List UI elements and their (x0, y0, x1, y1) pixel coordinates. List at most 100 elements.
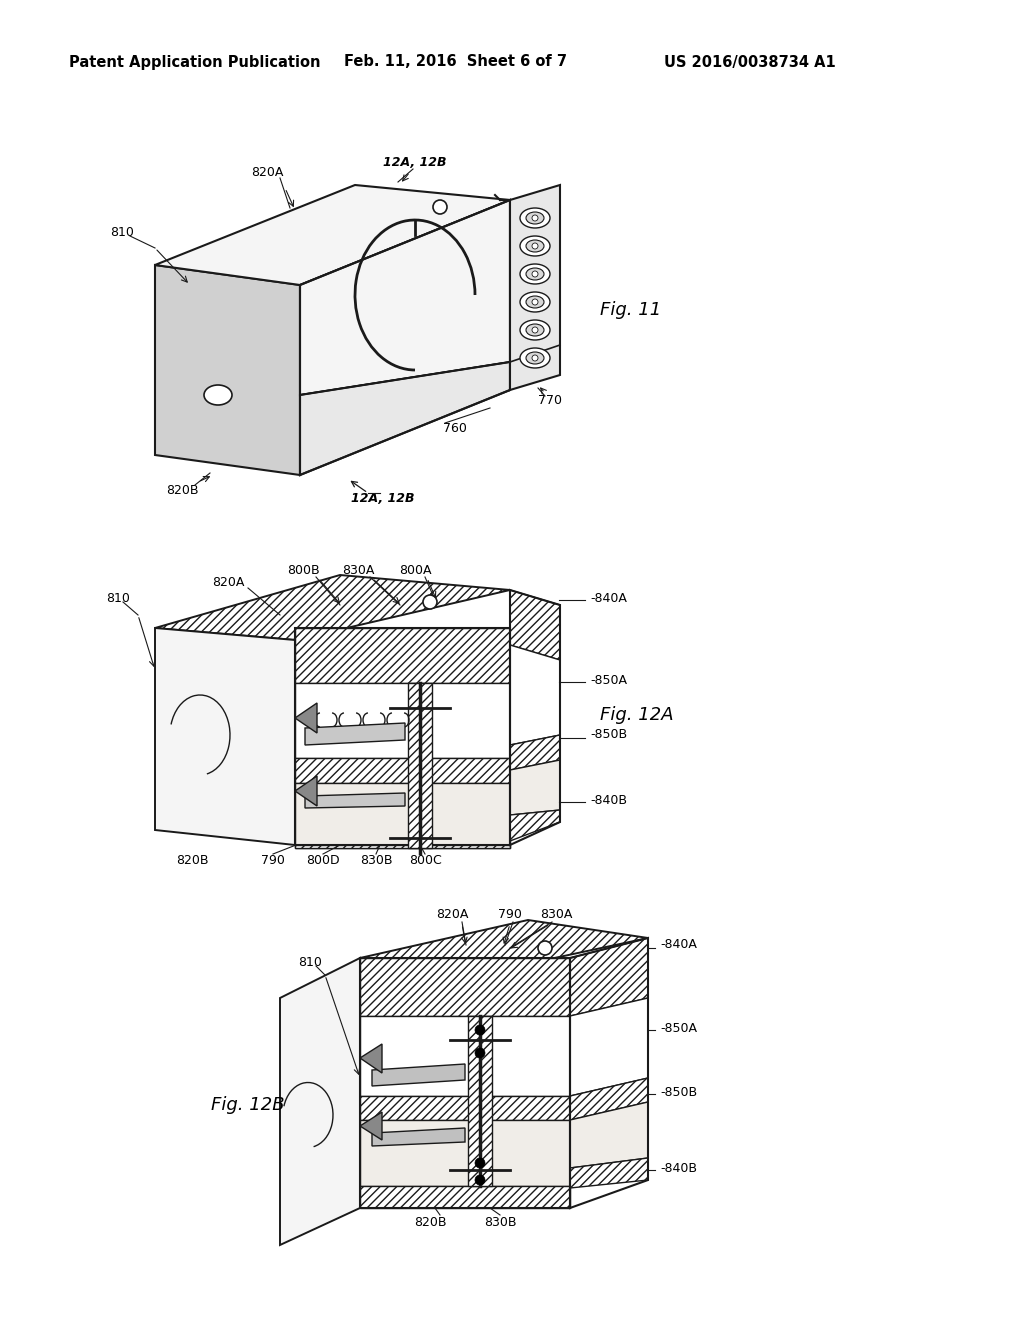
Text: 790: 790 (261, 854, 285, 866)
Polygon shape (155, 265, 300, 475)
Polygon shape (305, 793, 406, 808)
Text: 760: 760 (443, 421, 467, 434)
Polygon shape (510, 185, 560, 389)
Polygon shape (295, 845, 510, 847)
Text: 830A: 830A (342, 564, 374, 577)
Text: 800B: 800B (287, 564, 319, 577)
Circle shape (532, 300, 538, 305)
Text: 820B: 820B (414, 1216, 446, 1229)
Text: 810: 810 (110, 226, 134, 239)
Circle shape (475, 1026, 485, 1035)
Polygon shape (360, 1185, 570, 1208)
Text: 820B: 820B (166, 483, 199, 496)
Circle shape (532, 327, 538, 333)
Polygon shape (295, 776, 317, 807)
Circle shape (538, 941, 552, 954)
Text: 12A, 12B: 12A, 12B (383, 156, 446, 169)
Circle shape (532, 243, 538, 249)
Text: 810: 810 (106, 591, 130, 605)
Text: -850A: -850A (660, 1022, 697, 1035)
Text: 800C: 800C (409, 854, 441, 866)
Polygon shape (372, 1064, 465, 1086)
Polygon shape (570, 998, 648, 1096)
Ellipse shape (520, 264, 550, 284)
Text: US 2016/0038734 A1: US 2016/0038734 A1 (665, 54, 836, 70)
Polygon shape (155, 185, 510, 285)
Polygon shape (570, 1078, 648, 1119)
Ellipse shape (520, 209, 550, 228)
Circle shape (532, 355, 538, 360)
Ellipse shape (204, 385, 232, 405)
Ellipse shape (526, 268, 544, 280)
Polygon shape (305, 723, 406, 744)
Polygon shape (360, 1044, 382, 1073)
Polygon shape (570, 1102, 648, 1168)
Polygon shape (510, 645, 560, 744)
Polygon shape (360, 1096, 570, 1119)
Polygon shape (510, 760, 560, 814)
Polygon shape (300, 362, 510, 475)
Polygon shape (510, 810, 560, 841)
Polygon shape (510, 735, 560, 770)
Text: -850B: -850B (660, 1085, 697, 1098)
Text: Feb. 11, 2016  Sheet 6 of 7: Feb. 11, 2016 Sheet 6 of 7 (343, 54, 566, 70)
Text: Patent Application Publication: Patent Application Publication (70, 54, 321, 70)
Ellipse shape (526, 323, 544, 337)
Circle shape (532, 271, 538, 277)
Circle shape (423, 595, 437, 609)
Text: 800D: 800D (306, 854, 340, 866)
Polygon shape (360, 958, 570, 1016)
Text: 820A: 820A (212, 576, 244, 589)
Text: 810: 810 (298, 956, 322, 969)
Text: 770: 770 (538, 393, 562, 407)
Text: Fig. 11: Fig. 11 (600, 301, 662, 319)
Ellipse shape (520, 348, 550, 368)
Text: -840B: -840B (590, 793, 627, 807)
Polygon shape (510, 590, 560, 660)
Circle shape (475, 1158, 485, 1168)
Polygon shape (155, 576, 510, 640)
Text: -850A: -850A (590, 673, 627, 686)
Polygon shape (360, 1119, 570, 1185)
Text: 830B: 830B (483, 1216, 516, 1229)
Text: 820A: 820A (251, 165, 284, 178)
Text: 820A: 820A (436, 908, 468, 921)
Text: 820B: 820B (176, 854, 208, 866)
Polygon shape (408, 682, 432, 847)
Text: 12A, 12B: 12A, 12B (351, 491, 415, 504)
Text: 830A: 830A (540, 908, 572, 921)
Ellipse shape (526, 296, 544, 308)
Polygon shape (360, 1111, 382, 1140)
Polygon shape (360, 920, 648, 975)
Circle shape (433, 201, 447, 214)
Text: 830B: 830B (359, 854, 392, 866)
Text: 790: 790 (498, 908, 522, 921)
Ellipse shape (526, 352, 544, 364)
Polygon shape (300, 201, 510, 395)
Polygon shape (155, 628, 295, 845)
Polygon shape (295, 682, 510, 758)
Polygon shape (295, 783, 510, 847)
Text: Fig. 12B: Fig. 12B (211, 1096, 285, 1114)
Ellipse shape (526, 213, 544, 224)
Polygon shape (295, 628, 510, 682)
Text: -840A: -840A (590, 591, 627, 605)
Ellipse shape (520, 292, 550, 312)
Polygon shape (360, 1016, 570, 1096)
Text: -840B: -840B (660, 1162, 697, 1175)
Circle shape (532, 215, 538, 220)
Circle shape (475, 1175, 485, 1185)
Polygon shape (372, 1129, 465, 1146)
Polygon shape (468, 1016, 492, 1185)
Polygon shape (280, 958, 360, 1245)
Text: -840A: -840A (660, 939, 697, 952)
Ellipse shape (520, 319, 550, 341)
Text: -850B: -850B (590, 729, 627, 742)
Text: 800A: 800A (398, 564, 431, 577)
Polygon shape (570, 1158, 648, 1188)
Ellipse shape (526, 240, 544, 252)
Circle shape (475, 1048, 485, 1059)
Polygon shape (570, 939, 648, 1016)
Polygon shape (295, 704, 317, 733)
Text: Fig. 12A: Fig. 12A (600, 706, 674, 723)
